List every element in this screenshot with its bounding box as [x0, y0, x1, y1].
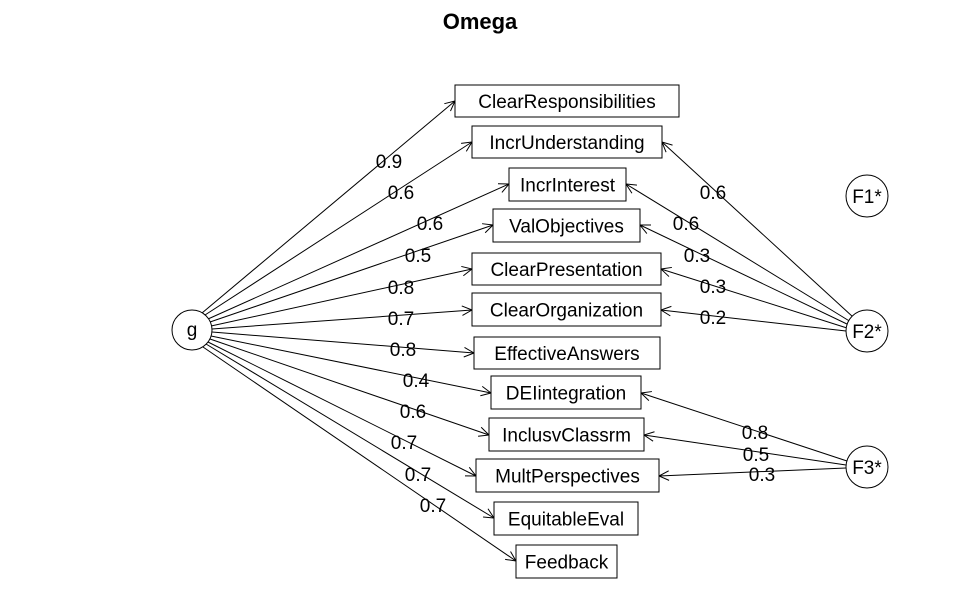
loading-label-g-equitableeval: 0.7 [405, 465, 431, 486]
variable-box-feedback [515, 544, 618, 579]
edge-g-deiintegration [210, 335, 492, 394]
loading-label-f3-inclusvclassrm: 0.5 [743, 445, 769, 466]
variable-label-deiintegration: DEIintegration [506, 384, 626, 405]
edge-f2-incrinterest [625, 183, 852, 323]
loading-label-g-clearpresentation: 0.8 [388, 278, 414, 299]
loading-label-f3-multperspectives: 0.3 [749, 465, 775, 486]
edge-g-clearresponsibilities [201, 100, 456, 314]
variable-box-incrunderstanding [471, 125, 663, 159]
loading-label-g-effectiveanswers: 0.8 [390, 340, 416, 361]
factor-node-f2 [845, 309, 889, 353]
loading-label-g-incrunderstanding: 0.6 [388, 183, 414, 204]
loading-label-g-deiintegration: 0.4 [403, 371, 430, 392]
edge-f3-multperspectives [658, 467, 847, 477]
variable-label-clearorganization: ClearOrganization [490, 301, 643, 322]
variable-box-valobjectives [492, 208, 641, 243]
loading-label-f2-incrinterest: 0.6 [673, 214, 699, 235]
edge-g-incrunderstanding [204, 141, 473, 316]
variable-label-clearpresentation: ClearPresentation [490, 260, 642, 281]
edge-g-feedback [202, 346, 517, 562]
loading-label-g-feedback: 0.7 [420, 496, 446, 517]
variable-label-incrinterest: IncrInterest [520, 176, 616, 197]
variable-box-clearorganization [471, 292, 662, 327]
factor-label-f1: F1* [852, 187, 882, 208]
loading-label-g-valobjectives: 0.5 [405, 246, 431, 267]
variable-box-incrinterest [508, 167, 627, 202]
edge-g-effectiveanswers [211, 331, 475, 354]
edge-g-clearpresentation [210, 268, 473, 327]
factor-label-g: g [187, 320, 198, 341]
edge-f3-deiintegration [640, 392, 848, 462]
loading-label-f3-deiintegration: 0.8 [742, 423, 768, 444]
edge-f3-inclusvclassrm [643, 434, 847, 466]
variable-label-feedback: Feedback [525, 553, 609, 574]
loading-label-f2-clearpresentation: 0.3 [700, 277, 726, 298]
factor-node-f1 [845, 174, 889, 218]
variable-label-effectiveanswers: EffectiveAnswers [494, 344, 639, 365]
diagram-title: Omega [443, 9, 518, 34]
loading-label-g-incrinterest: 0.6 [417, 214, 443, 235]
loading-label-g-multperspectives: 0.7 [391, 433, 417, 454]
factor-node-g [171, 309, 213, 351]
edge-f2-valobjectives [639, 224, 850, 326]
edge-f2-clearorganization [660, 309, 847, 332]
variable-label-incrunderstanding: IncrUnderstanding [489, 133, 644, 154]
loading-label-g-inclusvclassrm: 0.6 [400, 402, 426, 423]
edge-g-clearorganization [211, 309, 473, 330]
variable-box-equitableeval [493, 501, 639, 536]
variable-box-inclusvclassrm [488, 417, 645, 452]
loading-label-f2-clearorganization: 0.2 [700, 308, 726, 329]
edge-f2-incrunderstanding [661, 141, 854, 318]
loading-label-f2-valobjectives: 0.3 [684, 246, 710, 267]
variable-box-multperspectives [475, 458, 660, 493]
variable-box-clearresponsibilities [454, 84, 680, 118]
variable-box-effectiveanswers [473, 336, 661, 370]
variable-box-deiintegration [490, 375, 642, 410]
variable-label-inclusvclassrm: InclusvClassrm [502, 426, 631, 447]
edge-g-equitableeval [205, 343, 495, 519]
edge-f2-clearpresentation [660, 268, 848, 329]
loading-label-g-clearresponsibilities: 0.9 [376, 152, 402, 173]
edge-g-inclusvclassrm [209, 338, 490, 436]
edge-g-incrinterest [207, 183, 510, 320]
variable-label-valobjectives: ValObjectives [509, 217, 624, 238]
loading-label-g-clearorganization: 0.7 [388, 309, 414, 330]
factor-node-f3 [845, 445, 889, 489]
loading-label-f2-incrunderstanding: 0.6 [700, 183, 726, 204]
edge-g-multperspectives [207, 341, 477, 477]
variable-box-clearpresentation [471, 252, 662, 286]
edge-g-valobjectives [209, 224, 494, 323]
variable-label-multperspectives: MultPerspectives [495, 467, 640, 488]
variable-label-clearresponsibilities: ClearResponsibilities [478, 92, 655, 113]
factor-label-f2: F2* [852, 322, 882, 343]
variable-label-equitableeval: EquitableEval [508, 510, 624, 531]
factor-label-f3: F3* [852, 458, 882, 479]
